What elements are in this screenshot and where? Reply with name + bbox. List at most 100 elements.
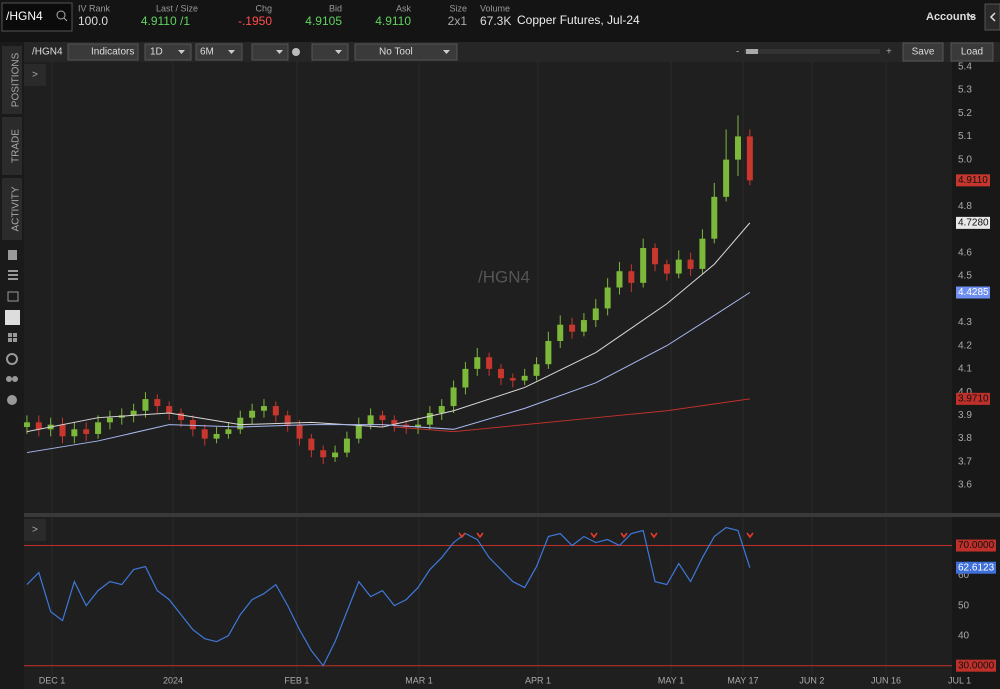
symbol-input[interactable]: [1, 2, 73, 32]
candle-body: [675, 259, 682, 274]
y-tick-label: 60: [958, 570, 970, 581]
select-label: 1D: [150, 47, 163, 58]
crosshair-select[interactable]: [311, 43, 349, 61]
marker: [590, 532, 598, 539]
chart-style-select[interactable]: [251, 43, 289, 61]
x-tick-label: 2024: [163, 675, 183, 685]
y-tick-label: 4.2: [958, 340, 972, 351]
candle-body: [308, 438, 315, 451]
field-label: Bid: [329, 3, 342, 13]
icon[interactable]: [8, 250, 17, 260]
icon-chart[interactable]: [5, 310, 20, 325]
tab-positions[interactable]: [2, 46, 22, 114]
pane-divider[interactable]: [24, 513, 1000, 517]
icon: [8, 338, 12, 342]
select-label: 6M: [200, 47, 214, 58]
candle-body: [616, 271, 623, 288]
price-label: 4.4285: [958, 287, 989, 298]
price-axis: [952, 62, 1000, 689]
price-pane: [24, 62, 952, 514]
icon[interactable]: [7, 291, 19, 302]
accounts-menu[interactable]: Accounts: [926, 11, 976, 23]
candle-body: [320, 450, 327, 458]
sidebar-icons: [5, 250, 20, 405]
collapse-box[interactable]: [24, 519, 46, 541]
tab-trade[interactable]: [2, 117, 22, 175]
button-label: Save: [912, 47, 935, 58]
zoom-out[interactable]: -: [736, 47, 739, 58]
candle-body: [592, 308, 599, 321]
candle-body: [379, 415, 386, 421]
load-button[interactable]: [950, 42, 994, 62]
candle-body: [391, 420, 398, 425]
zoom-thumb[interactable]: [746, 49, 758, 54]
y-tick-label: 3.7: [958, 456, 972, 467]
search-icon[interactable]: [56, 10, 66, 20]
marker: [620, 532, 628, 539]
x-tick-label: JUN 2: [799, 675, 824, 685]
tab-label: POSITIONS: [11, 52, 22, 107]
marker: [476, 532, 484, 539]
zoom-track[interactable]: [744, 49, 880, 54]
x-tick-label: MAY 17: [727, 675, 758, 685]
value-label: 62.6123: [958, 562, 995, 573]
settings-icon[interactable]: [292, 48, 300, 56]
field-value: 2x1: [448, 14, 468, 28]
caret: [228, 50, 235, 54]
candle-body: [734, 136, 741, 160]
caret: [276, 50, 283, 54]
icon-help[interactable]: [7, 395, 17, 405]
save-button[interactable]: [902, 42, 944, 62]
icon: [8, 278, 18, 280]
candle-body: [580, 320, 587, 332]
symbol-text: /HGN4: [6, 9, 43, 23]
tab-activity[interactable]: [2, 178, 22, 240]
icon[interactable]: [6, 376, 12, 382]
icon[interactable]: [8, 270, 18, 272]
collapse-button[interactable]: [984, 3, 1000, 31]
candle-body: [640, 247, 647, 283]
candle-body: [497, 368, 504, 379]
candle-body: [284, 415, 291, 425]
candle-body: [533, 364, 540, 376]
marker: [650, 532, 658, 539]
carets: [178, 50, 450, 54]
y-tick-label: 4.6: [958, 247, 972, 258]
candle-body: [521, 375, 528, 381]
tab-label: TRADE: [11, 129, 22, 163]
toolbar-symbol: /HGN4: [32, 47, 63, 58]
candle-body: [59, 424, 66, 437]
y-tick-label: 4.0: [958, 387, 972, 398]
interval-select[interactable]: [144, 43, 192, 61]
y-tick-label: 4.8: [958, 201, 972, 212]
y-tick-label: 5.3: [958, 85, 972, 96]
price-label: 4.9110: [958, 175, 988, 186]
overbought-markers: [458, 532, 754, 539]
y-tick-label: 5.0: [958, 154, 972, 165]
icon[interactable]: [6, 353, 18, 365]
field-label: Chg: [255, 3, 272, 13]
button-label: Indicators: [91, 47, 134, 58]
tool-select[interactable]: [354, 43, 458, 61]
search-icon-handle: [63, 17, 68, 22]
value-label-box: [956, 561, 996, 574]
candle-body: [106, 417, 113, 423]
icon[interactable]: [8, 333, 12, 337]
candle-body: [249, 410, 256, 418]
zoom-in[interactable]: +: [886, 47, 892, 58]
indicators-button[interactable]: [67, 43, 139, 61]
x-tick-label: JUN 16: [871, 675, 901, 685]
x-tick-label: MAR 1: [405, 675, 433, 685]
candle-body: [367, 415, 374, 425]
caret: [443, 50, 450, 54]
range-select[interactable]: [195, 43, 243, 61]
candle-body: [83, 429, 90, 434]
y-tick-label: 5.1: [958, 131, 972, 142]
field-label: Volume: [480, 3, 510, 13]
level-label-box: [956, 659, 996, 672]
candle-body: [474, 357, 481, 369]
candle-body: [426, 413, 433, 425]
marker: [458, 532, 466, 539]
collapse-box[interactable]: [24, 64, 46, 86]
